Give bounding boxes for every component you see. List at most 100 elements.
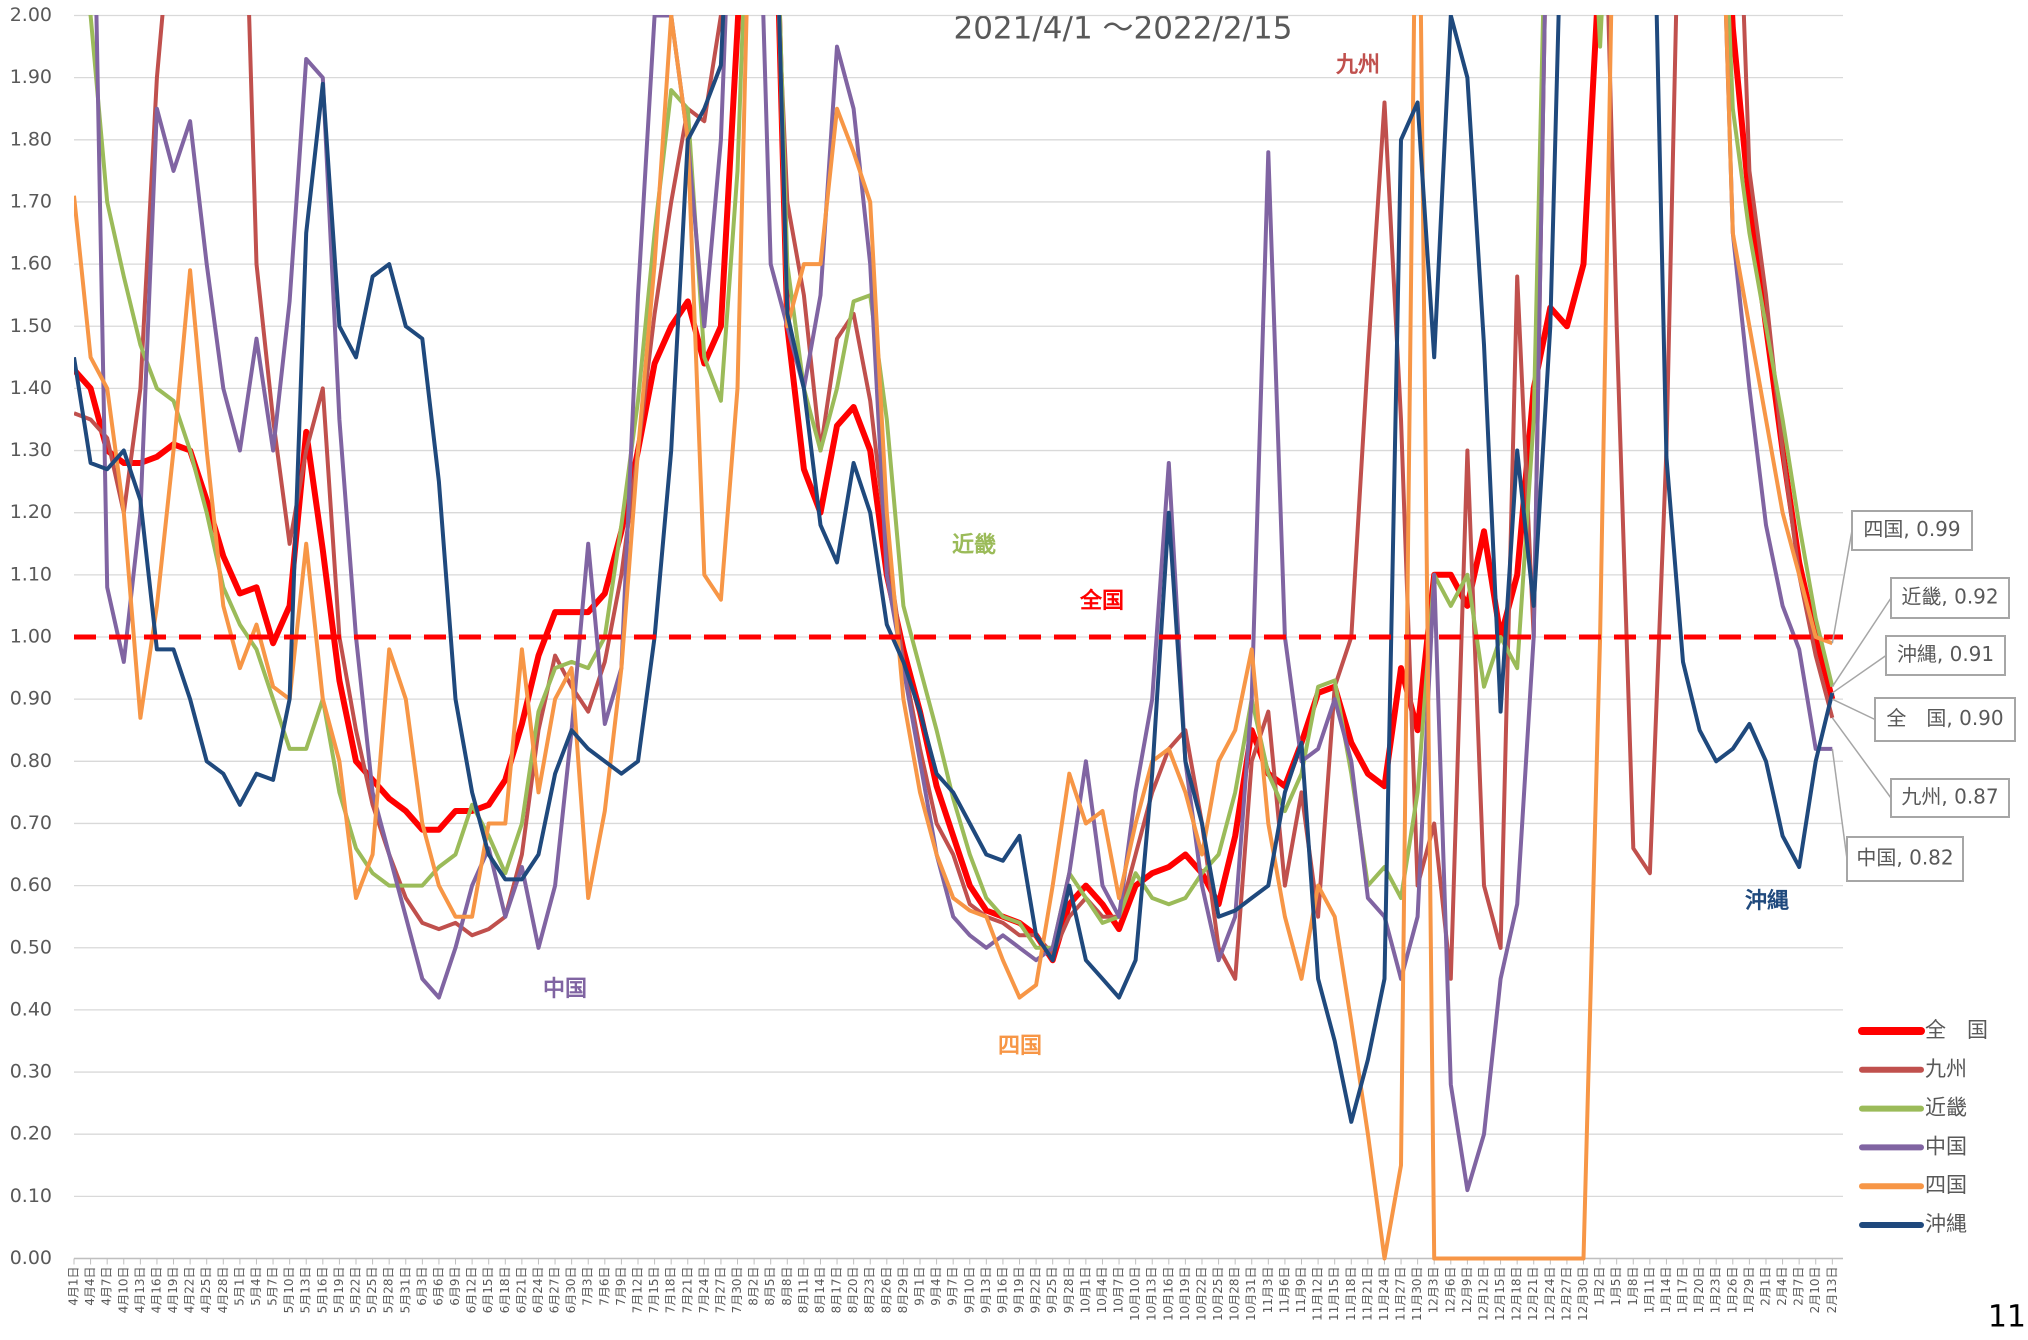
x-tick-label: 1月11日 bbox=[1642, 1267, 1656, 1314]
x-tick-label: 10月10日 bbox=[1128, 1267, 1142, 1322]
y-tick-label: 1.50 bbox=[10, 315, 52, 337]
legend-label: 全 国 bbox=[1925, 1018, 1988, 1042]
x-tick-label: 12月21日 bbox=[1526, 1267, 1540, 1322]
label-box bbox=[1890, 577, 2010, 619]
x-tick-label: 12月24日 bbox=[1543, 1267, 1557, 1322]
leader-line bbox=[1832, 698, 1876, 721]
x-tick-label: 5月1日 bbox=[232, 1267, 246, 1306]
x-tick-label: 10月16日 bbox=[1161, 1267, 1175, 1322]
x-tick-label: 9月13日 bbox=[979, 1267, 993, 1314]
y-tick-label: 0.40 bbox=[10, 998, 52, 1020]
x-tick-label: 1月29日 bbox=[1742, 1267, 1756, 1314]
x-tick-label: 6月27日 bbox=[548, 1267, 562, 1314]
x-tick-label: 9月16日 bbox=[995, 1267, 1009, 1314]
x-tick-label: 4月28日 bbox=[216, 1267, 230, 1314]
x-tick-label: 5月19日 bbox=[332, 1267, 346, 1314]
label-box bbox=[1890, 778, 2010, 818]
y-tick-label: 1.80 bbox=[10, 128, 52, 150]
x-tick-label: 4月22日 bbox=[183, 1267, 197, 1314]
x-tick-label: 9月7日 bbox=[946, 1267, 960, 1306]
x-tick-label: 6月24日 bbox=[531, 1267, 545, 1314]
x-tick-label: 6月15日 bbox=[481, 1267, 495, 1314]
x-tick-label: 11月9日 bbox=[1294, 1267, 1308, 1314]
x-tick-label: 11月3日 bbox=[1261, 1267, 1275, 1314]
x-tick-label: 8月29日 bbox=[896, 1267, 910, 1314]
x-tick-label: 8月20日 bbox=[846, 1267, 860, 1314]
label-box bbox=[1846, 836, 1964, 882]
x-tick-label: 5月10日 bbox=[282, 1267, 296, 1314]
y-tick-label: 1.40 bbox=[10, 377, 52, 399]
x-tick-label: 7月24日 bbox=[697, 1267, 711, 1314]
legend-label: 中国 bbox=[1925, 1134, 1967, 1158]
end-label: 近畿, 0.92 bbox=[1901, 585, 1998, 609]
series-line bbox=[74, 15, 1835, 1124]
chart-title: 2021/4/1 ～2022/2/15 bbox=[953, 11, 1292, 47]
x-tick-label: 8月17日 bbox=[830, 1267, 844, 1314]
x-tick-label: 10月13日 bbox=[1145, 1267, 1159, 1322]
x-tick-label: 10月1日 bbox=[1078, 1267, 1092, 1314]
x-tick-label: 1月8日 bbox=[1626, 1267, 1640, 1306]
x-tick-label: 4月25日 bbox=[199, 1267, 213, 1314]
x-tick-label: 1月20日 bbox=[1692, 1267, 1706, 1314]
annotation: 沖縄 bbox=[1745, 889, 1789, 914]
y-tick-label: 0.60 bbox=[10, 874, 52, 896]
x-tick-label: 11月24日 bbox=[1377, 1267, 1391, 1322]
x-tick-label: 6月9日 bbox=[448, 1267, 462, 1306]
x-tick-label: 11月27日 bbox=[1394, 1267, 1408, 1322]
x-tick-label: 11月12日 bbox=[1311, 1267, 1325, 1322]
x-tick-label: 10月28日 bbox=[1228, 1267, 1242, 1322]
x-tick-label: 11月15日 bbox=[1327, 1267, 1341, 1322]
x-tick-label: 4月7日 bbox=[100, 1267, 114, 1306]
x-tick-label: 9月25日 bbox=[1045, 1267, 1059, 1314]
x-tick-label: 9月10日 bbox=[962, 1267, 976, 1314]
x-tick-label: 11月18日 bbox=[1344, 1267, 1358, 1322]
x-tick-label: 9月22日 bbox=[1029, 1267, 1043, 1314]
end-label: 九州, 0.87 bbox=[1901, 785, 1998, 809]
x-tick-label: 2月7日 bbox=[1792, 1267, 1806, 1306]
x-tick-label: 6月30日 bbox=[564, 1267, 578, 1314]
x-tick-label: 1月14日 bbox=[1659, 1267, 1673, 1314]
legend-label: 沖縄 bbox=[1925, 1212, 1967, 1236]
y-tick-label: 1.10 bbox=[10, 563, 52, 585]
series-line bbox=[88, 15, 1835, 950]
leader-line bbox=[1831, 748, 1848, 860]
label-box bbox=[1885, 635, 2006, 676]
x-tick-label: 7月15日 bbox=[647, 1267, 661, 1314]
x-tick-label: 7月9日 bbox=[614, 1267, 628, 1306]
y-tick-label: 0.00 bbox=[10, 1247, 52, 1269]
x-tick-label: 6月6日 bbox=[431, 1267, 445, 1306]
x-tick-label: 8月8日 bbox=[780, 1267, 794, 1306]
x-tick-label: 10月19日 bbox=[1178, 1267, 1192, 1322]
annotation: 近畿 bbox=[952, 532, 996, 558]
x-tick-label: 1月17日 bbox=[1676, 1267, 1690, 1314]
x-tick-label: 1月5日 bbox=[1609, 1267, 1623, 1306]
annotation: 九州 bbox=[1335, 53, 1380, 78]
x-tick-label: 10月7日 bbox=[1112, 1267, 1126, 1314]
x-tick-label: 10月4日 bbox=[1095, 1267, 1109, 1314]
x-tick-label: 2月10日 bbox=[1808, 1267, 1822, 1314]
leader-line bbox=[1831, 717, 1892, 799]
end-label: 沖縄, 0.91 bbox=[1897, 642, 1994, 666]
label-box bbox=[1874, 697, 2016, 742]
label-box bbox=[1851, 510, 1973, 551]
x-tick-label: 12月3日 bbox=[1427, 1267, 1441, 1314]
leader-line bbox=[1831, 654, 1887, 694]
x-tick-label: 9月28日 bbox=[1062, 1267, 1076, 1314]
x-tick-label: 7月3日 bbox=[581, 1267, 595, 1306]
x-tick-label: 9月19日 bbox=[1012, 1267, 1026, 1314]
x-tick-label: 7月12日 bbox=[630, 1267, 644, 1314]
y-tick-label: 0.20 bbox=[10, 1123, 52, 1145]
x-tick-label: 8月5日 bbox=[763, 1267, 777, 1306]
y-tick-label: 1.20 bbox=[10, 501, 52, 523]
x-tick-label: 5月7日 bbox=[266, 1267, 280, 1306]
end-label: 四国, 0.99 bbox=[1863, 517, 1960, 541]
x-tick-label: 12月9日 bbox=[1460, 1267, 1474, 1314]
y-tick-label: 0.70 bbox=[10, 812, 52, 834]
x-tick-label: 5月28日 bbox=[382, 1267, 396, 1314]
x-tick-label: 7月30日 bbox=[730, 1267, 744, 1314]
x-tick-label: 7月6日 bbox=[597, 1267, 611, 1306]
x-tick-label: 4月19日 bbox=[166, 1267, 180, 1314]
y-tick-label: 2.00 bbox=[10, 4, 52, 26]
x-tick-label: 4月16日 bbox=[149, 1267, 163, 1314]
